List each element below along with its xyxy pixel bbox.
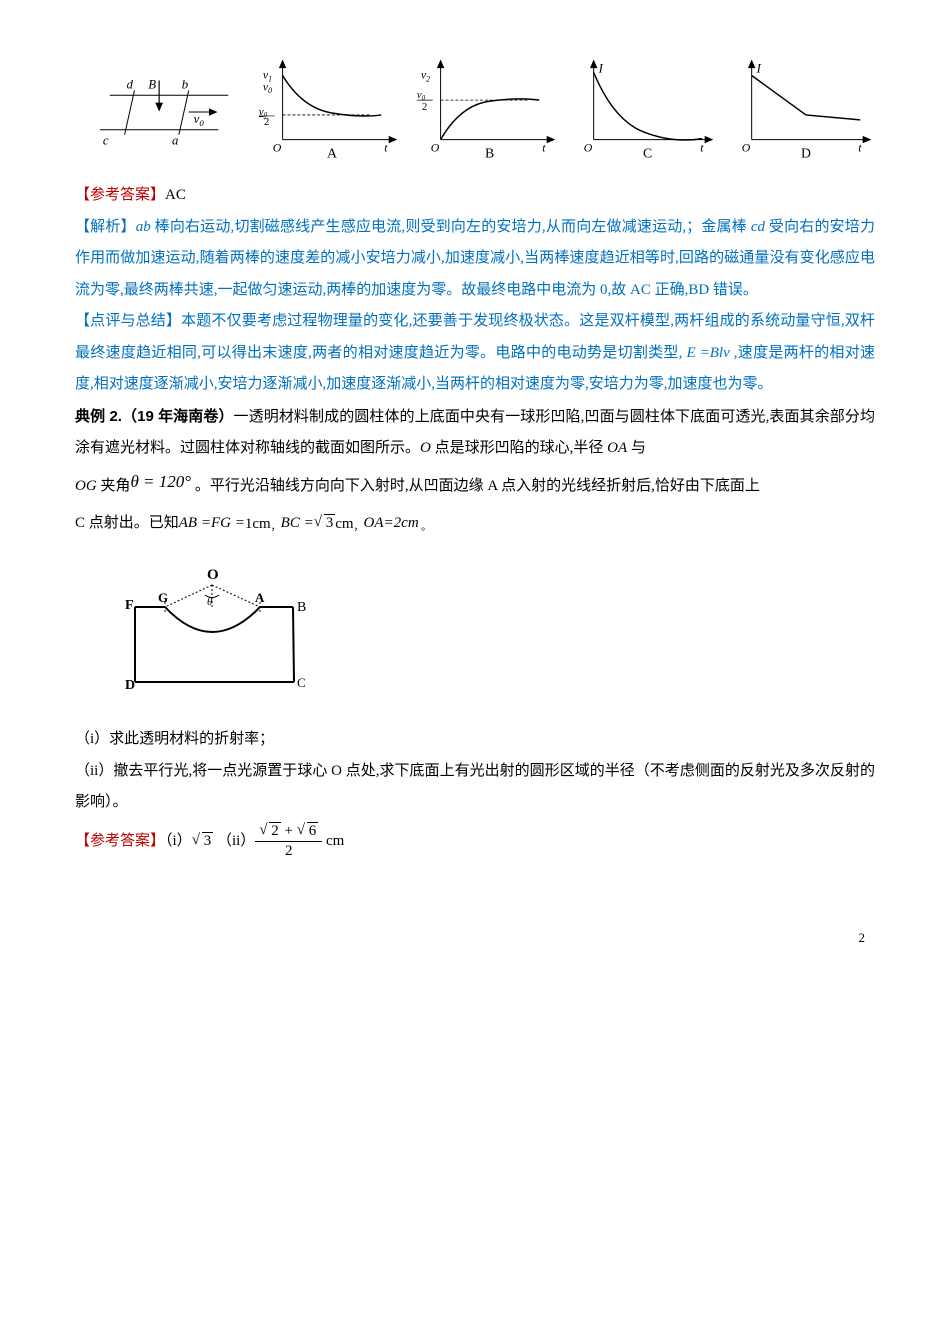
example2-source: （19 年海南卷） (122, 408, 234, 425)
comment1-formula: E =Blv (686, 345, 729, 361)
svg-text:A: A (255, 590, 265, 605)
svg-text:O: O (207, 567, 219, 583)
answer1-prefix: 【参考答案】 (75, 187, 165, 203)
svg-text:C: C (643, 145, 652, 160)
example2-text4: 。平行光沿轴线方向向下入射时,从凹面边缘 A 点入射的光线经折射后,恰好由下底面… (191, 478, 760, 494)
analysis1: 【解析】ab 棒向右运动,切割磁感线产生感应电流,则受到向左的安培力,从而向左做… (75, 212, 875, 307)
graph-d: I O t D (727, 60, 875, 160)
svg-text:v2: v2 (421, 67, 430, 83)
answer2-ii-unit: cm (326, 819, 344, 864)
svg-text:I: I (598, 62, 604, 76)
svg-text:O: O (584, 140, 593, 154)
svg-text:O: O (273, 140, 282, 154)
svg-text:B: B (297, 600, 306, 615)
eq1-right: 1cm (245, 506, 271, 542)
svg-text:t: t (858, 140, 862, 154)
analysis1-prefix: 【解析】 (75, 219, 136, 235)
svg-text:B: B (485, 145, 494, 160)
example2-p2: OG 夹角θ = 120° 。平行光沿轴线方向向下入射时,从凹面边缘 A 点入射… (75, 465, 875, 506)
label-v0: v0 (194, 112, 205, 128)
eq2-rad: 3 (324, 514, 336, 531)
answer2-ii-label: （ii） (217, 833, 255, 849)
svg-text:O: O (431, 140, 440, 154)
example2-p3: C 点射出。已知AB =FG =1cm，BC =3cm，OA=2cm 。 (75, 505, 875, 542)
answer1: 【参考答案】AC (75, 180, 875, 212)
graph-a: v1 v0 v0 2 O t A (253, 60, 401, 160)
eq2-left: BC = (281, 515, 314, 531)
svg-text:2: 2 (264, 116, 269, 128)
svg-text:C: C (297, 675, 306, 690)
svg-text:t: t (384, 140, 388, 154)
svg-text:O: O (742, 140, 751, 154)
page-number: 2 (75, 924, 875, 951)
graph-c: I O t C (569, 60, 717, 160)
figure-row: d B b v0 c a v1 v0 v0 2 O t A (95, 60, 875, 160)
label-d: d (127, 77, 134, 91)
circuit-diagram: d B b v0 c a (95, 70, 243, 160)
svg-text:D: D (125, 678, 135, 693)
svg-text:θ: θ (207, 596, 213, 608)
svg-text:F: F (125, 598, 134, 613)
svg-text:t: t (542, 140, 546, 154)
comment1-prefix: 【点评与总结】 (75, 313, 181, 329)
question-ii: （ii）撤去平行光,将一点光源置于球心 O 点处,求下底面上有光出射的圆形区域的… (75, 756, 875, 819)
eq1-left: AB =FG = (179, 515, 245, 531)
answer2-ii-frac: 2 + 62 (255, 822, 322, 860)
svg-text:A: A (327, 145, 337, 160)
example2-p1: 典例 2.（19 年海南卷）一透明材料制成的圆柱体的上底面中央有一球形凹陷,凹面… (75, 401, 875, 465)
svg-text:I: I (756, 62, 762, 76)
label-a: a (172, 134, 178, 148)
comment1: 【点评与总结】本题不仅要考虑过程物理量的变化,还要善于发现终极状态。这是双杆模型… (75, 306, 875, 401)
svg-text:2: 2 (422, 101, 427, 113)
question-i: （i）求此透明材料的折射率； (75, 724, 875, 756)
graph-b: v2 v0 2 O t B (411, 60, 559, 160)
example2-label: 典例 2. (75, 408, 122, 425)
analysis1-text: 棒向右运动,切割磁感线产生感应电流,则受到向左的安培力,从而向左做减速运动,；金… (75, 219, 875, 298)
label-b: b (182, 77, 189, 91)
svg-text:D: D (801, 145, 811, 160)
eq2-right: cm (335, 506, 353, 542)
comma2: ， (354, 522, 364, 533)
answer2-prefix: 【参考答案】 (75, 833, 165, 849)
svg-text:t: t (700, 140, 704, 154)
example2-text5: C 点射出。已知 (75, 515, 179, 531)
answer2: 【参考答案】（i） 3 （ii）2 + 62 cm (75, 819, 875, 864)
answer2-i-label: （i） (165, 833, 192, 849)
label-B: B (148, 77, 156, 91)
comma1: ， (271, 522, 281, 533)
diagram2: O θ F G A B D C (115, 557, 875, 710)
answer1-value: AC (165, 187, 186, 203)
theta-formula: θ = 120° (130, 472, 191, 491)
answer2-i-rad: 3 (202, 832, 214, 849)
period: 。 (419, 522, 432, 533)
label-c: c (103, 134, 109, 148)
svg-text:G: G (158, 590, 168, 605)
eq3: OA=2cm (364, 515, 419, 531)
